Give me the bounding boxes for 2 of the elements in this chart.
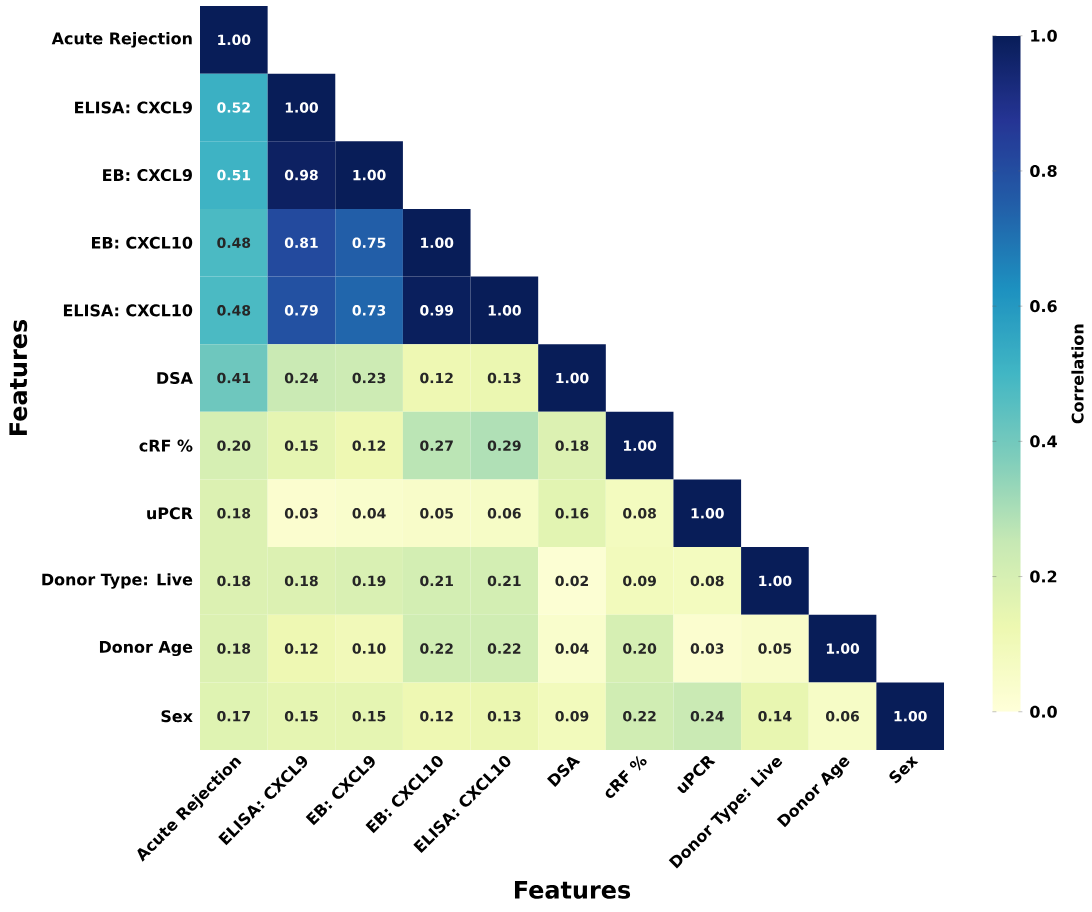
x-axis-title: Features <box>514 881 631 899</box>
y-axis-title: Features <box>9 319 28 436</box>
